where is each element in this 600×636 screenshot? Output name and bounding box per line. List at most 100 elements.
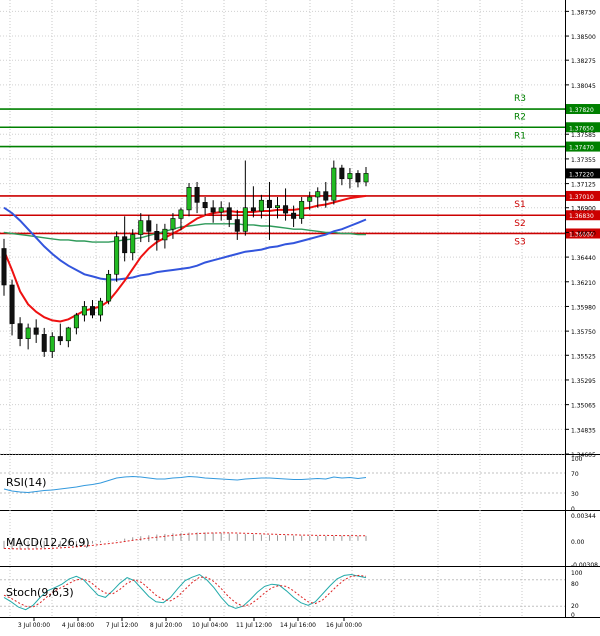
rsi-tick-label: 100 (571, 456, 583, 463)
candle (226, 202, 232, 228)
candle-body (122, 236, 128, 254)
candle (154, 223, 160, 251)
price-tick-label: 1.37585 (571, 132, 596, 139)
candle-body (307, 196, 313, 202)
stoch-tick-label: 100 (571, 570, 583, 577)
level-price-label: 1.37470 (569, 145, 594, 152)
candle-body (130, 234, 136, 254)
rsi-label: RSI(14) (6, 476, 46, 489)
time-tick-label: 16 Jul 00:00 (326, 622, 362, 629)
level-price-tag (566, 190, 600, 201)
candle (202, 197, 208, 216)
candle-body (266, 199, 272, 209)
candle-body (81, 306, 87, 316)
stoch-tick-label: 20 (571, 603, 579, 610)
candle (307, 191, 313, 210)
time-tick-label: 10 Jul 04:00 (192, 622, 228, 629)
candle-body (250, 207, 256, 212)
level-name-s3: S3 (514, 237, 525, 247)
stoch-label: Stoch(9,6,3) (6, 586, 74, 599)
indicator-panels: RSI(14) 100 70 30 0 MACD(12,26,9) 0.00344 0.00 -… (0, 456, 598, 619)
candle-body (242, 207, 248, 232)
candle-body (170, 218, 176, 230)
candle-body (331, 167, 337, 201)
price-tick-label: 1.35980 (571, 304, 596, 311)
candle (1, 238, 7, 296)
candle-body (73, 314, 79, 329)
candle-body (9, 284, 15, 324)
pivot-levels: R3 1.37820 R2 1.37650 R1 1.37470 S1 1.37010 S2 1.… (0, 94, 600, 247)
candle (73, 312, 79, 335)
candle (250, 186, 256, 218)
candle-body (106, 273, 112, 302)
candle (25, 323, 31, 350)
candle-body (355, 173, 361, 183)
time-tick-label: 14 Jul 16:00 (280, 622, 316, 629)
candle-body (49, 336, 55, 352)
candle-body (154, 231, 160, 241)
price-tick-label: 1.34605 (571, 452, 596, 459)
price-tick-label: 1.35525 (571, 353, 596, 360)
price-tick-label: 1.36900 (571, 206, 596, 213)
level-name-r3: R3 (514, 94, 526, 104)
candle-body (347, 173, 353, 180)
candle (258, 194, 264, 219)
candle-body (218, 207, 224, 213)
price-tick-label: 1.36670 (571, 230, 596, 237)
candle (41, 327, 47, 357)
candle (234, 209, 240, 240)
candle (98, 297, 104, 322)
candle (170, 213, 176, 239)
candle (275, 197, 281, 219)
candle (114, 231, 120, 282)
candle-body (363, 173, 369, 183)
candle (49, 332, 55, 358)
candle-body (178, 209, 184, 219)
grid (0, 0, 600, 618)
level-price-tag (566, 104, 600, 115)
candle-body (1, 248, 7, 286)
candle-body (114, 236, 120, 275)
candle (315, 187, 321, 208)
candle (9, 279, 15, 336)
candle-body (57, 336, 63, 342)
price-tick-label: 1.38500 (571, 34, 596, 41)
candle (130, 229, 136, 261)
rsi-tick-label: 30 (571, 491, 579, 498)
time-tick-label: 7 Jul 12:00 (106, 622, 138, 629)
macd-signal-line (3, 532, 366, 550)
current-price-label: 1.37220 (569, 171, 594, 178)
price-axis: 1.38730 1.38500 1.38275 1.38045 1.37585 1.373… (565, 9, 600, 459)
moving-average-red (3, 194, 367, 323)
candles (1, 160, 369, 358)
candle (17, 317, 23, 347)
candle-body (202, 202, 208, 209)
candle (210, 200, 216, 223)
price-tick-label: 1.35750 (571, 329, 596, 336)
candle (339, 164, 345, 186)
candle (65, 326, 71, 348)
price-tick-label: 1.36210 (571, 280, 596, 287)
candle-body (275, 205, 281, 209)
level-price-tag (566, 228, 600, 239)
candle-body (315, 191, 321, 198)
stoch-tick-label: 0 (571, 612, 575, 619)
level-price-label: 1.36830 (569, 213, 594, 220)
level-price-label: 1.37010 (569, 194, 594, 201)
candle (89, 300, 95, 319)
candle-body (25, 327, 31, 339)
candle (355, 170, 361, 188)
candle (266, 181, 272, 240)
price-tick-label: 1.34835 (571, 427, 596, 434)
candle (122, 216, 128, 262)
price-tick-label: 1.38275 (571, 58, 596, 65)
candle (57, 323, 63, 346)
candle-body (299, 200, 305, 219)
candle-body (194, 187, 200, 203)
candle-body (65, 327, 71, 342)
price-tick-label: 1.36440 (571, 255, 596, 262)
candle-body (210, 207, 216, 213)
level-price-tag (566, 122, 600, 133)
